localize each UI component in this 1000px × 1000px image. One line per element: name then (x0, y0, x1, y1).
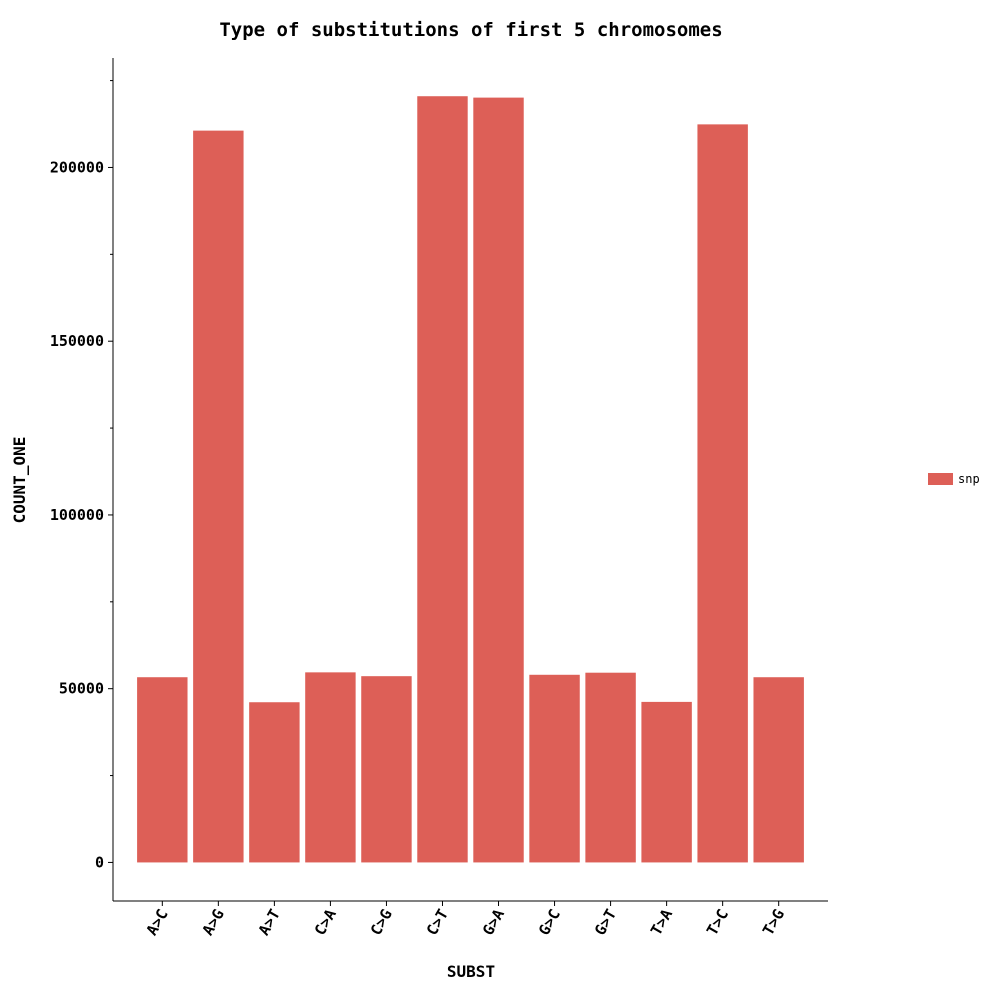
bar-C-to-G (361, 676, 412, 863)
y-axis-ticks: 0 50000 100000 150000 200000 (50, 80, 113, 871)
x-axis-ticks: A>C A>G A>T C>A C>G C>T G>A G>C G>T T>A T>C T>G (143, 901, 788, 938)
y-tick-label: 200000 (50, 158, 104, 176)
x-tick-label: G>A (479, 906, 508, 938)
chart-title: Type of substitutions of first 5 chromos… (219, 19, 722, 41)
bars-group (137, 96, 804, 863)
bar-G-to-T (585, 672, 636, 863)
x-tick-label: G>C (535, 906, 564, 938)
bar-C-to-T (417, 96, 468, 863)
x-tick-label: C>A (311, 906, 340, 938)
x-tick-label: T>A (647, 906, 676, 938)
y-tick-label: 150000 (50, 332, 104, 350)
bar-G-to-C (529, 674, 580, 863)
bar-A-to-C (137, 677, 188, 863)
x-tick-label: A>T (255, 906, 284, 938)
x-tick-label: T>G (759, 906, 788, 938)
legend-label-snp: snp (958, 472, 980, 486)
legend: snp (928, 472, 980, 486)
x-axis-title: SUBST (447, 962, 495, 981)
x-tick-label: T>C (703, 906, 732, 938)
x-tick-label: A>C (143, 906, 172, 938)
bar-T-to-A (641, 701, 692, 863)
y-axis-title: COUNT_ONE (10, 437, 29, 524)
x-tick-label: C>T (423, 906, 452, 938)
x-tick-label: G>T (591, 906, 620, 938)
bar-A-to-T (249, 702, 300, 863)
x-tick-label: C>G (367, 906, 396, 938)
legend-swatch-snp (928, 473, 953, 485)
bar-T-to-C (697, 124, 748, 863)
bar-G-to-A (473, 97, 524, 863)
bar-T-to-G (753, 677, 804, 863)
y-tick-label: 50000 (59, 680, 104, 698)
bar-C-to-A (305, 672, 356, 863)
y-tick-label: 0 (95, 853, 104, 871)
x-tick-label: A>G (199, 906, 228, 938)
bar-A-to-G (193, 130, 244, 863)
y-tick-label: 100000 (50, 506, 104, 524)
